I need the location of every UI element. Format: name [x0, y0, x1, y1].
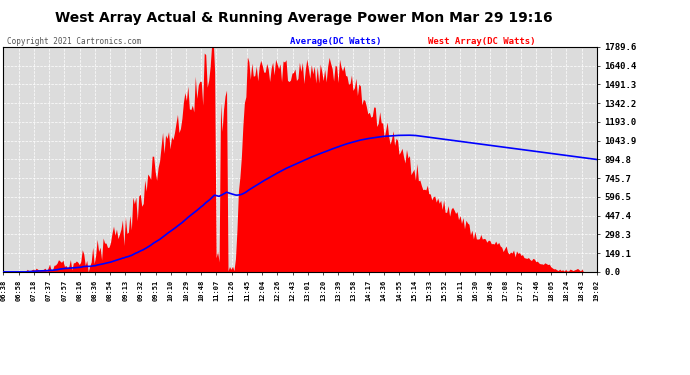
Text: Average(DC Watts): Average(DC Watts): [290, 38, 381, 46]
Text: Copyright 2021 Cartronics.com: Copyright 2021 Cartronics.com: [7, 38, 141, 46]
Text: West Array(DC Watts): West Array(DC Watts): [428, 38, 535, 46]
Text: West Array Actual & Running Average Power Mon Mar 29 19:16: West Array Actual & Running Average Powe…: [55, 11, 553, 25]
